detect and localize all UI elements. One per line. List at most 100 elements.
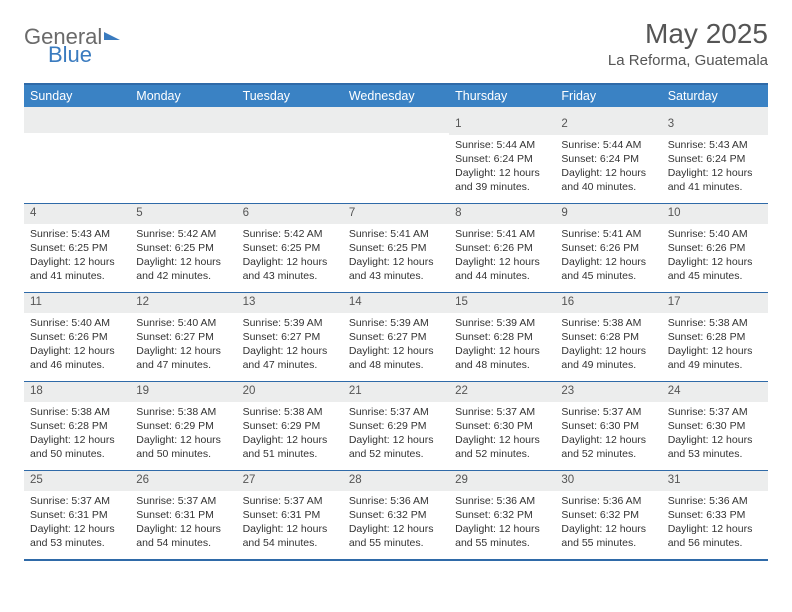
day-line-ss: Sunset: 6:27 PM [136, 330, 230, 344]
day-body [24, 133, 130, 203]
day-line-sr: Sunrise: 5:42 AM [136, 227, 230, 241]
day-line-dl1: Daylight: 12 hours [243, 522, 337, 536]
day-number: 6 [237, 204, 343, 224]
day-line-ss: Sunset: 6:26 PM [455, 241, 549, 255]
day-line-dl2: and 50 minutes. [136, 447, 230, 461]
day-line-dl2: and 43 minutes. [243, 269, 337, 283]
day-line-dl2: and 45 minutes. [561, 269, 655, 283]
day-line-dl1: Daylight: 12 hours [668, 255, 762, 269]
day-number: 9 [555, 204, 661, 224]
day-number: 13 [237, 293, 343, 313]
day-line-ss: Sunset: 6:25 PM [30, 241, 124, 255]
day-line-dl2: and 47 minutes. [136, 358, 230, 372]
day-cell: 22Sunrise: 5:37 AMSunset: 6:30 PMDayligh… [449, 382, 555, 470]
day-body: Sunrise: 5:38 AMSunset: 6:28 PMDaylight:… [662, 313, 768, 381]
day-line-dl1: Daylight: 12 hours [455, 344, 549, 358]
day-line-ss: Sunset: 6:24 PM [455, 152, 549, 166]
day-body: Sunrise: 5:39 AMSunset: 6:27 PMDaylight:… [237, 313, 343, 381]
day-line-dl2: and 43 minutes. [349, 269, 443, 283]
day-cell [343, 115, 449, 203]
day-line-ss: Sunset: 6:25 PM [349, 241, 443, 255]
day-line-dl2: and 54 minutes. [136, 536, 230, 550]
day-line-ss: Sunset: 6:32 PM [561, 508, 655, 522]
day-line-dl1: Daylight: 12 hours [349, 522, 443, 536]
day-number: 11 [24, 293, 130, 313]
day-body: Sunrise: 5:38 AMSunset: 6:29 PMDaylight:… [237, 402, 343, 470]
day-cell [130, 115, 236, 203]
day-line-ss: Sunset: 6:24 PM [668, 152, 762, 166]
day-line-dl2: and 49 minutes. [561, 358, 655, 372]
day-line-sr: Sunrise: 5:37 AM [561, 405, 655, 419]
day-number: 19 [130, 382, 236, 402]
day-number: 1 [449, 115, 555, 135]
day-line-dl1: Daylight: 12 hours [561, 344, 655, 358]
day-cell: 25Sunrise: 5:37 AMSunset: 6:31 PMDayligh… [24, 471, 130, 559]
day-line-sr: Sunrise: 5:41 AM [561, 227, 655, 241]
day-line-ss: Sunset: 6:30 PM [668, 419, 762, 433]
day-line-dl2: and 44 minutes. [455, 269, 549, 283]
day-line-sr: Sunrise: 5:39 AM [455, 316, 549, 330]
day-line-dl1: Daylight: 12 hours [136, 522, 230, 536]
day-line-dl2: and 56 minutes. [668, 536, 762, 550]
logo-mark-icon [104, 32, 120, 40]
day-body [237, 133, 343, 203]
day-line-ss: Sunset: 6:25 PM [136, 241, 230, 255]
day-body: Sunrise: 5:37 AMSunset: 6:30 PMDaylight:… [662, 402, 768, 470]
day-line-dl1: Daylight: 12 hours [243, 255, 337, 269]
day-number: 18 [24, 382, 130, 402]
day-line-dl2: and 41 minutes. [668, 180, 762, 194]
day-cell: 20Sunrise: 5:38 AMSunset: 6:29 PMDayligh… [237, 382, 343, 470]
day-line-sr: Sunrise: 5:36 AM [668, 494, 762, 508]
day-line-ss: Sunset: 6:25 PM [243, 241, 337, 255]
dow-tue: Tuesday [237, 85, 343, 107]
day-line-dl1: Daylight: 12 hours [136, 255, 230, 269]
day-line-sr: Sunrise: 5:38 AM [243, 405, 337, 419]
day-number: 17 [662, 293, 768, 313]
day-body: Sunrise: 5:40 AMSunset: 6:26 PMDaylight:… [662, 224, 768, 292]
day-cell: 12Sunrise: 5:40 AMSunset: 6:27 PMDayligh… [130, 293, 236, 381]
month-title: May 2025 [608, 18, 768, 50]
day-line-dl1: Daylight: 12 hours [668, 433, 762, 447]
day-body: Sunrise: 5:44 AMSunset: 6:24 PMDaylight:… [555, 135, 661, 203]
day-line-dl2: and 41 minutes. [30, 269, 124, 283]
day-line-ss: Sunset: 6:31 PM [30, 508, 124, 522]
day-number: 12 [130, 293, 236, 313]
day-body: Sunrise: 5:41 AMSunset: 6:26 PMDaylight:… [555, 224, 661, 292]
day-cell: 5Sunrise: 5:42 AMSunset: 6:25 PMDaylight… [130, 204, 236, 292]
day-number: 15 [449, 293, 555, 313]
day-number: 27 [237, 471, 343, 491]
day-line-dl2: and 40 minutes. [561, 180, 655, 194]
spacer [24, 107, 768, 115]
day-cell [24, 115, 130, 203]
day-cell: 27Sunrise: 5:37 AMSunset: 6:31 PMDayligh… [237, 471, 343, 559]
day-line-dl1: Daylight: 12 hours [243, 344, 337, 358]
day-line-dl2: and 48 minutes. [455, 358, 549, 372]
day-line-dl1: Daylight: 12 hours [561, 255, 655, 269]
day-cell: 10Sunrise: 5:40 AMSunset: 6:26 PMDayligh… [662, 204, 768, 292]
dow-thu: Thursday [449, 85, 555, 107]
day-line-ss: Sunset: 6:30 PM [455, 419, 549, 433]
day-line-ss: Sunset: 6:27 PM [243, 330, 337, 344]
day-line-dl1: Daylight: 12 hours [136, 433, 230, 447]
day-line-dl1: Daylight: 12 hours [455, 522, 549, 536]
day-line-dl2: and 39 minutes. [455, 180, 549, 194]
day-line-dl1: Daylight: 12 hours [455, 166, 549, 180]
day-line-dl1: Daylight: 12 hours [668, 522, 762, 536]
day-body [343, 133, 449, 203]
day-body: Sunrise: 5:39 AMSunset: 6:28 PMDaylight:… [449, 313, 555, 381]
day-number [130, 115, 236, 133]
day-body: Sunrise: 5:36 AMSunset: 6:33 PMDaylight:… [662, 491, 768, 559]
day-number: 10 [662, 204, 768, 224]
day-cell: 24Sunrise: 5:37 AMSunset: 6:30 PMDayligh… [662, 382, 768, 470]
day-body: Sunrise: 5:37 AMSunset: 6:30 PMDaylight:… [449, 402, 555, 470]
day-line-ss: Sunset: 6:32 PM [349, 508, 443, 522]
day-cell: 11Sunrise: 5:40 AMSunset: 6:26 PMDayligh… [24, 293, 130, 381]
day-body: Sunrise: 5:38 AMSunset: 6:28 PMDaylight:… [555, 313, 661, 381]
day-line-sr: Sunrise: 5:42 AM [243, 227, 337, 241]
title-block: May 2025 La Reforma, Guatemala [608, 18, 768, 69]
day-body: Sunrise: 5:43 AMSunset: 6:25 PMDaylight:… [24, 224, 130, 292]
day-number: 21 [343, 382, 449, 402]
day-number: 20 [237, 382, 343, 402]
week-row: 4Sunrise: 5:43 AMSunset: 6:25 PMDaylight… [24, 203, 768, 292]
day-line-dl1: Daylight: 12 hours [349, 433, 443, 447]
